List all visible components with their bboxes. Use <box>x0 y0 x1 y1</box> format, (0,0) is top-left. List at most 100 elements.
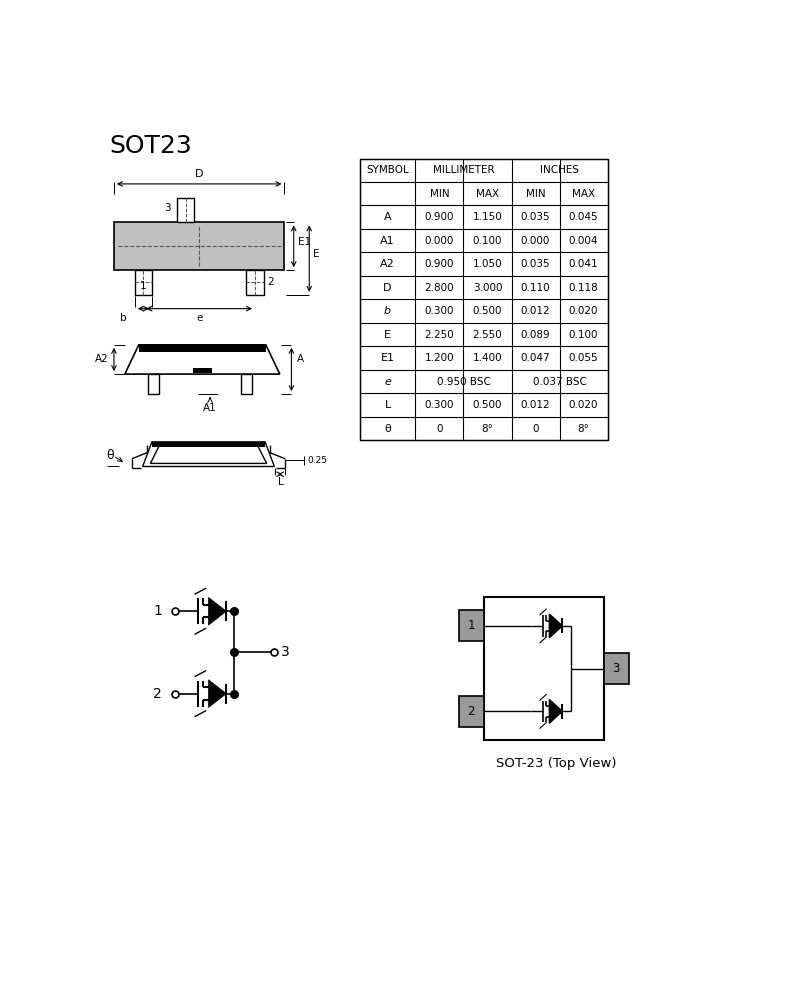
Bar <box>135 270 152 295</box>
Bar <box>462 347 464 369</box>
Text: INCHES: INCHES <box>540 165 579 175</box>
Text: 0.900: 0.900 <box>425 259 454 269</box>
Text: θ: θ <box>384 424 391 434</box>
Text: D: D <box>383 283 392 293</box>
Text: b: b <box>120 313 126 323</box>
Text: 0.020: 0.020 <box>569 306 598 316</box>
Bar <box>559 159 560 181</box>
Text: MIN: MIN <box>430 189 450 199</box>
Text: MAX: MAX <box>572 189 595 199</box>
Text: 8°: 8° <box>578 424 590 434</box>
Text: 2.550: 2.550 <box>473 330 502 340</box>
Bar <box>114 222 285 270</box>
Text: 3: 3 <box>613 662 620 675</box>
Text: 0.012: 0.012 <box>521 306 550 316</box>
Text: A1: A1 <box>203 403 217 413</box>
Text: A: A <box>384 212 391 222</box>
Polygon shape <box>209 597 226 625</box>
Bar <box>241 374 252 394</box>
Text: 0.055: 0.055 <box>569 353 598 363</box>
Text: 2.250: 2.250 <box>425 330 454 340</box>
Text: 0.118: 0.118 <box>569 283 598 293</box>
Text: MILLIMETER: MILLIMETER <box>433 165 494 175</box>
Text: θ: θ <box>106 449 114 462</box>
Text: E1: E1 <box>381 353 394 363</box>
Text: 3: 3 <box>281 645 290 659</box>
Text: 1.050: 1.050 <box>473 259 502 269</box>
Text: SYMBOL: SYMBOL <box>366 165 409 175</box>
Text: 0.100: 0.100 <box>569 330 598 340</box>
Text: 1: 1 <box>467 619 475 632</box>
Text: A2: A2 <box>380 259 395 269</box>
Text: 0.900: 0.900 <box>425 212 454 222</box>
Bar <box>484 597 604 740</box>
Text: 0.035: 0.035 <box>521 212 550 222</box>
Text: 0.000: 0.000 <box>521 236 550 246</box>
Text: 0.110: 0.110 <box>521 283 550 293</box>
Text: 2: 2 <box>267 277 274 287</box>
Text: 0.012: 0.012 <box>521 400 550 410</box>
Text: 1.150: 1.150 <box>473 212 502 222</box>
Text: 1.200: 1.200 <box>425 353 454 363</box>
Text: 0.300: 0.300 <box>425 400 454 410</box>
Text: e: e <box>384 377 391 387</box>
Text: 0.300: 0.300 <box>425 306 454 316</box>
Text: SOT-23 (Top View): SOT-23 (Top View) <box>496 757 616 770</box>
Text: L: L <box>384 400 390 410</box>
Text: 0.100: 0.100 <box>473 236 502 246</box>
Text: A1: A1 <box>380 236 395 246</box>
Bar <box>360 158 608 440</box>
Text: D: D <box>195 169 203 179</box>
Text: e: e <box>196 313 202 323</box>
Bar <box>459 610 484 641</box>
Polygon shape <box>142 442 274 466</box>
Text: 0: 0 <box>436 424 442 434</box>
Text: 2: 2 <box>154 687 162 701</box>
Text: 0.500: 0.500 <box>473 306 502 316</box>
Text: 0.500: 0.500 <box>473 400 502 410</box>
Text: E: E <box>384 330 391 340</box>
Polygon shape <box>152 442 265 447</box>
Text: A: A <box>297 354 304 364</box>
Text: E1: E1 <box>298 237 310 247</box>
Text: 0.047: 0.047 <box>521 353 550 363</box>
Text: 0.000: 0.000 <box>425 236 454 246</box>
Text: 1: 1 <box>153 604 162 618</box>
Text: 8°: 8° <box>482 424 494 434</box>
Text: 0.045: 0.045 <box>569 212 598 222</box>
Bar <box>459 696 484 727</box>
Text: L: L <box>278 477 283 487</box>
Text: 0.020: 0.020 <box>569 400 598 410</box>
Polygon shape <box>150 445 266 463</box>
Text: SOT23: SOT23 <box>110 134 192 158</box>
Text: 3.000: 3.000 <box>473 283 502 293</box>
Bar <box>559 347 560 369</box>
Polygon shape <box>125 345 280 374</box>
Text: 3: 3 <box>164 203 171 213</box>
Text: 0: 0 <box>532 424 539 434</box>
Text: 0.089: 0.089 <box>521 330 550 340</box>
Text: 0.035: 0.035 <box>521 259 550 269</box>
Text: 0.004: 0.004 <box>569 236 598 246</box>
Bar <box>148 374 159 394</box>
Polygon shape <box>550 614 562 638</box>
Polygon shape <box>138 345 266 352</box>
Text: 0.25: 0.25 <box>307 456 327 465</box>
Bar <box>462 159 464 181</box>
Bar <box>604 653 629 684</box>
Bar <box>193 368 211 373</box>
Bar <box>177 198 194 222</box>
Text: 1.400: 1.400 <box>473 353 502 363</box>
Bar <box>246 270 263 295</box>
Text: MIN: MIN <box>526 189 546 199</box>
Polygon shape <box>209 680 226 708</box>
Text: E: E <box>313 249 320 259</box>
Text: A2: A2 <box>94 354 109 364</box>
Text: 2.800: 2.800 <box>425 283 454 293</box>
Polygon shape <box>550 700 562 723</box>
Text: 0.950 BSC: 0.950 BSC <box>437 377 490 387</box>
Text: 1: 1 <box>140 281 146 291</box>
Text: 0.041: 0.041 <box>569 259 598 269</box>
Text: 0.037 BSC: 0.037 BSC <box>533 377 586 387</box>
Text: b: b <box>384 306 391 316</box>
